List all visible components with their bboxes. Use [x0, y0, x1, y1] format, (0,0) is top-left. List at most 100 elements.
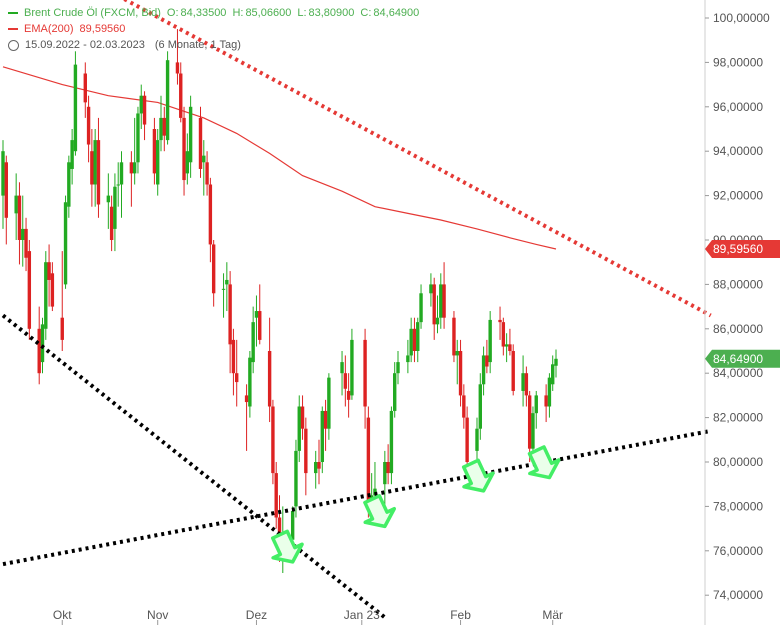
candle [24, 217, 28, 272]
black-support-trendline [1, 313, 387, 619]
candle [4, 155, 8, 245]
candle-body [116, 184, 120, 186]
candle [47, 244, 51, 307]
candle [452, 311, 456, 363]
candle [175, 29, 180, 85]
candle [106, 173, 111, 229]
candle [442, 262, 446, 329]
candle-body [527, 395, 532, 449]
candle-body [551, 364, 555, 385]
candle [475, 417, 479, 462]
candle [162, 106, 166, 152]
candle-body [136, 113, 140, 163]
candle-body [156, 140, 160, 185]
candle-body [416, 322, 420, 351]
candle [113, 173, 117, 252]
low-value: 83,80900 [308, 7, 355, 19]
time-axis[interactable]: Okt Nov Dez Jan 23 Feb Mär [53, 608, 563, 625]
candle-body [297, 406, 301, 451]
candle [96, 117, 101, 218]
close-label: C: [360, 7, 372, 19]
candle [498, 306, 502, 340]
candle-body [409, 328, 413, 356]
candle-body [462, 395, 466, 418]
candle-body [314, 462, 318, 474]
candle [462, 384, 466, 429]
price-axis[interactable]: 100,00000 98,00000 96,00000 94,00000 92,0000… [704, 0, 770, 625]
y-tick-label: 100,00000 [713, 11, 770, 25]
candle [508, 328, 512, 356]
candle-body [475, 428, 479, 451]
date-range: 15.09.2022 - 02.03.2023 [25, 39, 145, 51]
candle-body [429, 284, 433, 294]
candle [119, 151, 124, 218]
candle [300, 395, 305, 440]
candle-body [70, 140, 74, 169]
candle [389, 406, 394, 485]
candle [228, 271, 232, 374]
candle-body [106, 195, 111, 203]
candle-body [442, 284, 446, 318]
candle-body [290, 510, 295, 540]
candle-body [320, 410, 324, 462]
candle-body [501, 322, 506, 347]
candle-body [531, 413, 535, 449]
candle [393, 362, 397, 418]
candle-body [47, 262, 51, 280]
candle-body [554, 358, 558, 366]
candle [188, 95, 193, 178]
candle-body [228, 284, 232, 345]
candle [86, 95, 91, 163]
y-tick-label: 82,00000 [713, 411, 763, 425]
candle-body [251, 322, 255, 363]
candle-body [521, 373, 525, 391]
candle-body [44, 262, 48, 329]
candle [455, 339, 459, 385]
candle [132, 117, 137, 185]
x-tick-label: Okt [53, 608, 72, 622]
arrows-layer [270, 445, 561, 564]
candle [551, 355, 555, 391]
candle-body [478, 384, 482, 429]
candle [432, 277, 436, 340]
candle [274, 462, 278, 529]
y-tick-label: 94,00000 [713, 144, 763, 158]
candle [511, 344, 515, 396]
green-up-arrow [461, 458, 495, 493]
candle-body [393, 373, 397, 411]
candle-body [235, 373, 239, 383]
candle [271, 399, 275, 485]
candle-body [419, 293, 423, 323]
candle-body [211, 244, 216, 294]
ema-swatch [8, 28, 18, 30]
candle [534, 390, 538, 429]
candle [182, 106, 186, 196]
candle-body [508, 344, 512, 351]
y-tick-label: 98,00000 [713, 55, 763, 69]
candle-body [488, 319, 492, 363]
candle [50, 262, 55, 312]
y-tick-label: 86,00000 [713, 322, 763, 336]
candle [37, 306, 41, 385]
candle-body [175, 62, 180, 74]
candle-body [198, 117, 203, 169]
candle-body [544, 395, 548, 407]
candle [90, 129, 94, 207]
legend-instrument-row: Brent Crude Öl (FXCM, Bid) O: 84,33500 H… [8, 5, 419, 21]
price-badges: 89,59560 84,64900 [705, 239, 780, 368]
close-value: 84,64900 [373, 7, 420, 19]
open-label: O: [166, 7, 179, 19]
candle [419, 284, 423, 329]
candle-body [389, 410, 394, 474]
last-badge-shape [705, 349, 780, 368]
candle-body [465, 417, 469, 462]
candle [314, 450, 318, 489]
candle [439, 273, 443, 329]
candle [70, 129, 74, 185]
candle-body [254, 311, 259, 318]
candle [267, 317, 272, 423]
candle [504, 333, 509, 363]
candle-body [202, 155, 206, 163]
candle-body [439, 284, 443, 318]
